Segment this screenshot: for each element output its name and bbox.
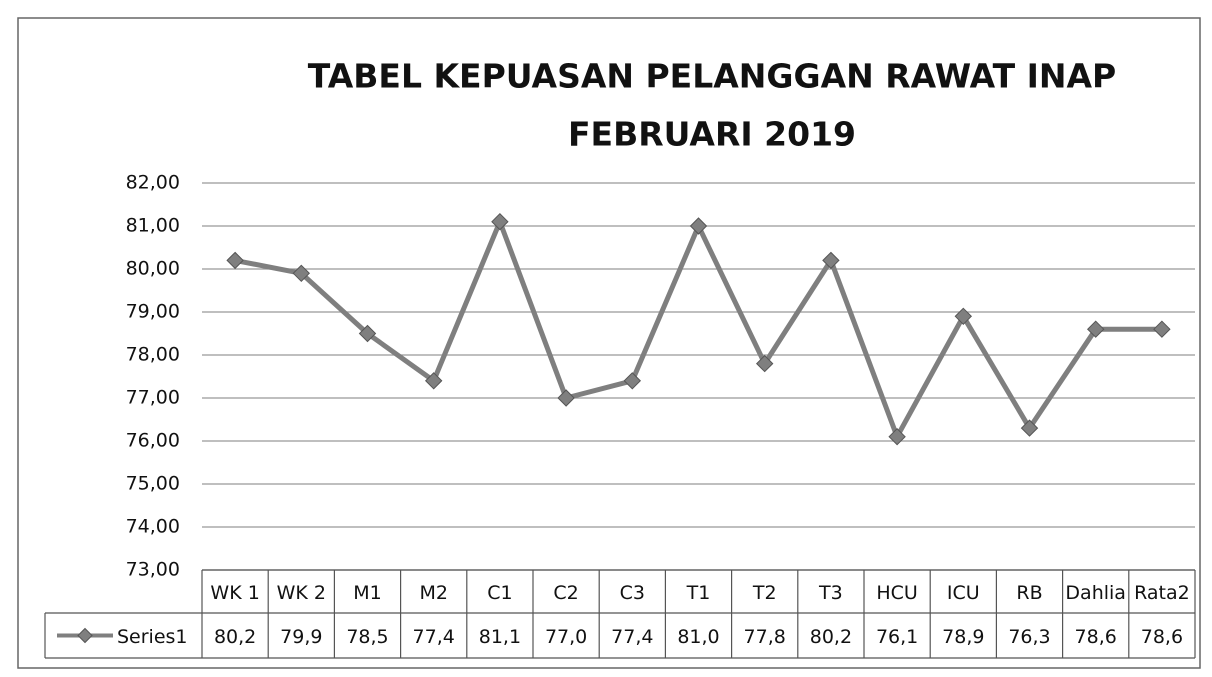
x-tick-label: C2 xyxy=(553,582,578,604)
x-tick-label: Rata2 xyxy=(1134,582,1190,604)
y-tick-label: 75,00 xyxy=(126,473,180,495)
chart-title: FEBRUARI 2019 xyxy=(568,115,856,154)
table-value: 77,0 xyxy=(545,626,587,648)
x-tick-label: C1 xyxy=(487,582,512,604)
y-tick-label: 74,00 xyxy=(126,516,180,538)
marker xyxy=(1020,419,1039,437)
y-tick-label: 79,00 xyxy=(126,301,180,323)
x-tick-label: M1 xyxy=(353,582,381,604)
x-tick-label: T1 xyxy=(686,582,711,604)
table-value: 80,2 xyxy=(214,626,256,648)
marker xyxy=(822,251,840,270)
legend-label: Series1 xyxy=(117,626,188,648)
y-tick-label: 77,00 xyxy=(126,387,180,409)
y-tick-label: 78,00 xyxy=(126,344,180,366)
marker xyxy=(292,264,311,283)
chart-title: TABEL KEPUASAN PELANGGAN RAWAT INAP xyxy=(308,57,1116,96)
chart-frame xyxy=(17,17,1201,669)
table-value: 81,0 xyxy=(677,626,719,648)
table-value: 78,6 xyxy=(1075,626,1117,648)
marker xyxy=(491,212,509,231)
x-tick-label: T3 xyxy=(818,582,843,604)
table-value: 77,8 xyxy=(744,626,786,648)
table-value: 78,9 xyxy=(942,626,984,648)
x-tick-label: ICU xyxy=(947,582,980,604)
table-value: 76,3 xyxy=(1008,626,1050,648)
marker xyxy=(226,251,244,270)
table-value: 77,4 xyxy=(611,626,653,648)
x-tick-label: T2 xyxy=(752,582,777,604)
x-tick-label: M2 xyxy=(419,582,447,604)
x-tick-label: RB xyxy=(1016,582,1042,604)
table-value: 81,1 xyxy=(479,626,521,648)
table-value: 77,4 xyxy=(413,626,455,648)
legend-marker xyxy=(77,627,93,644)
table-value: 78,6 xyxy=(1141,626,1183,648)
y-tick-label: 81,00 xyxy=(126,215,180,237)
marker xyxy=(755,354,774,373)
marker xyxy=(623,372,642,390)
x-tick-label: WK 2 xyxy=(277,582,326,604)
y-tick-label: 82,00 xyxy=(126,172,180,194)
table-value: 79,9 xyxy=(280,626,322,648)
marker xyxy=(1086,320,1105,338)
marker xyxy=(424,372,443,390)
y-tick-label: 80,00 xyxy=(126,258,180,280)
table-value: 76,1 xyxy=(876,626,918,648)
marker xyxy=(689,217,708,235)
y-tick-label: 76,00 xyxy=(126,430,180,452)
x-tick-label: WK 1 xyxy=(210,582,259,604)
table-value: 80,2 xyxy=(810,626,852,648)
marker xyxy=(557,389,575,407)
x-tick-label: C3 xyxy=(620,582,645,604)
marker xyxy=(888,427,906,446)
y-tick-label: 73,00 xyxy=(126,559,180,581)
x-tick-label: Dahlia xyxy=(1065,582,1126,604)
table-value: 78,5 xyxy=(346,626,388,648)
x-tick-label: HCU xyxy=(876,582,917,604)
marker xyxy=(954,307,973,326)
marker xyxy=(358,324,377,343)
marker xyxy=(1153,320,1171,338)
